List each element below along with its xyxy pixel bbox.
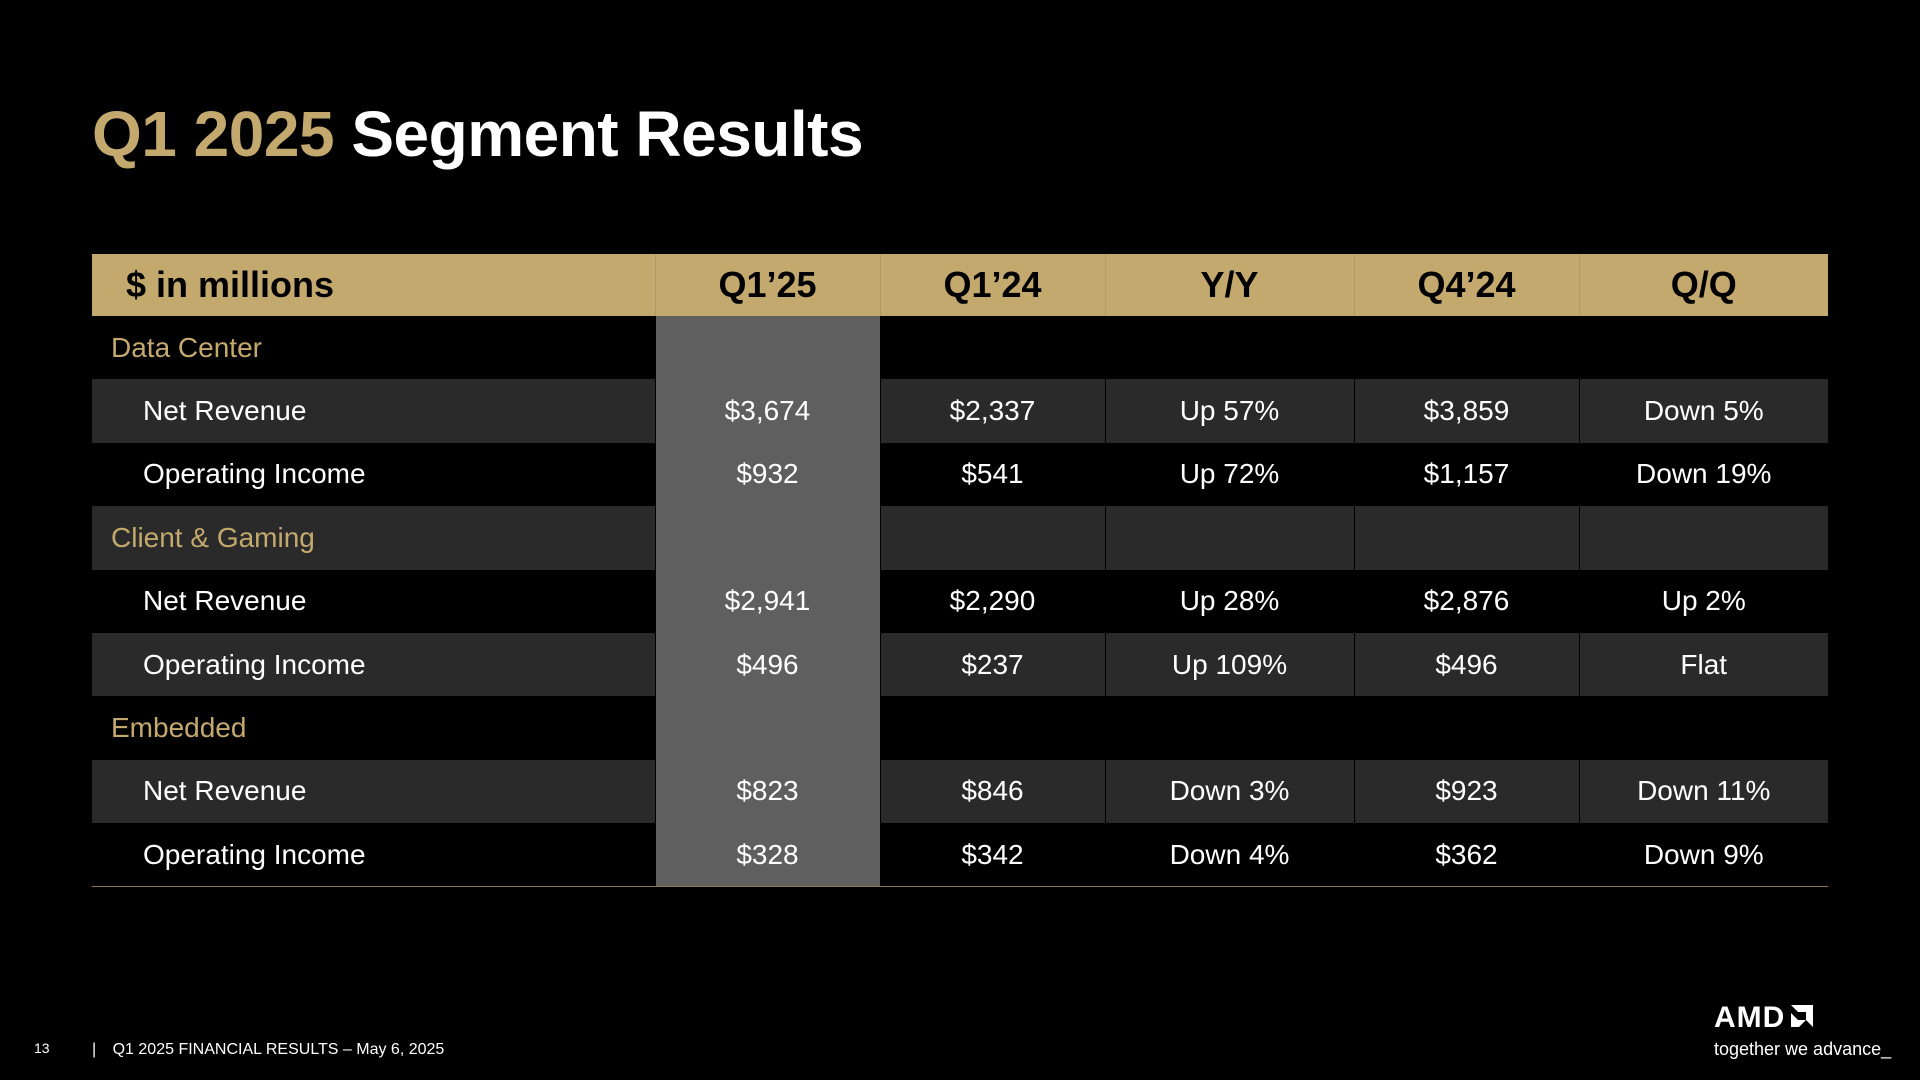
empty-cell — [1579, 696, 1828, 759]
empty-cell — [1105, 696, 1355, 760]
empty-cell — [880, 696, 1106, 760]
empty-cell — [1354, 316, 1580, 380]
cell-q1-25: $328 — [655, 823, 881, 888]
table-row: Operating Income $932 $541 Up 72% $1,157… — [92, 442, 1828, 507]
cell-yy: Up 109% — [1105, 632, 1355, 697]
column-header-yy: Y/Y — [1105, 254, 1355, 316]
cell-yy: Up 28% — [1105, 569, 1355, 633]
cell-yy: Down 4% — [1105, 823, 1355, 888]
footer-caption: | Q1 2025 FINANCIAL RESULTS – May 6, 202… — [92, 1041, 444, 1059]
cell-qq: Flat — [1680, 648, 1728, 680]
section-row-client-gaming: Client & Gaming — [92, 506, 1828, 570]
cell-q4-24: $1,157 — [1354, 442, 1580, 507]
empty-cell — [655, 696, 881, 760]
empty-cell — [1105, 506, 1355, 570]
cell-q1-25: $823 — [655, 759, 881, 824]
row-label: Operating Income — [92, 632, 656, 697]
cell-q1-24: $2,290 — [880, 569, 1106, 633]
section-label: Client & Gaming — [92, 506, 656, 570]
cell-q1-24: $846 — [880, 759, 1106, 824]
slide-number: 13 — [34, 1040, 50, 1056]
row-label: Net Revenue — [92, 759, 656, 824]
section-row-data-center: Data Center — [92, 316, 1828, 380]
empty-cell — [1105, 316, 1355, 380]
empty-cell — [655, 506, 881, 570]
brand-wordmark: AMD — [1714, 1001, 1786, 1034]
cell-q4-24: $496 — [1354, 632, 1580, 697]
cell-q1-25: $3,674 — [655, 379, 881, 443]
table-row: Net Revenue $823 $846 Down 3% $923 Down … — [92, 759, 1828, 824]
cell-q1-25: $932 — [655, 442, 881, 507]
empty-cell — [1354, 506, 1580, 570]
row-label: Net Revenue — [92, 379, 656, 443]
cell-q4-24: $362 — [1354, 823, 1580, 888]
cell-q1-25: $496 — [655, 632, 881, 697]
empty-cell — [880, 316, 1106, 380]
page-title: Q1 2025 Segment Results — [92, 96, 864, 172]
title-main: Segment Results — [351, 98, 864, 170]
cell-q1-24: $342 — [880, 823, 1106, 888]
cell-q1-24: $2,337 — [880, 379, 1106, 443]
cell-q4-24: $2,876 — [1354, 569, 1580, 633]
cell-qq: Up 2% — [1661, 585, 1746, 617]
cell-yy: Up 72% — [1105, 442, 1355, 507]
row-label: Operating Income — [92, 442, 656, 507]
column-header-qq: Q/Q — [1670, 264, 1737, 305]
footer-separator: | — [92, 1041, 97, 1058]
column-header-q1-24: Q1’24 — [880, 254, 1106, 316]
cell-q1-24: $237 — [880, 632, 1106, 697]
table-row: Net Revenue $3,674 $2,337 Up 57% $3,859 … — [92, 379, 1828, 443]
segment-results-table: $ in millions Q1’25 Q1’24 Y/Y Q4’24 Q/Q … — [92, 254, 1828, 888]
empty-cell — [655, 316, 881, 380]
brand-logo: AMD together we advance_ — [1714, 1000, 1904, 1060]
cell-qq: Down 19% — [1636, 458, 1772, 490]
cell-yy: Up 57% — [1105, 379, 1355, 443]
table-row: Net Revenue $2,941 $2,290 Up 28% $2,876 … — [92, 569, 1828, 633]
empty-cell — [1579, 316, 1828, 379]
table-row: Operating Income $328 $342 Down 4% $362 … — [92, 823, 1828, 888]
section-row-embedded: Embedded — [92, 696, 1828, 760]
cell-qq: Down 5% — [1643, 395, 1764, 427]
cell-yy: Down 3% — [1105, 759, 1355, 824]
title-accent: Q1 2025 — [92, 98, 335, 170]
empty-cell — [1354, 696, 1580, 760]
section-label: Embedded — [92, 696, 656, 760]
column-header-q1-25: Q1’25 — [655, 254, 881, 316]
cell-qq: Down 9% — [1579, 823, 1828, 888]
section-label: Data Center — [92, 316, 656, 380]
footer-label: Q1 2025 FINANCIAL RESULTS – May 6, 2025 — [112, 1041, 445, 1058]
cell-q1-25: $2,941 — [655, 569, 881, 633]
row-label: Operating Income — [92, 823, 656, 888]
column-header-q4-24: Q4’24 — [1354, 254, 1580, 316]
empty-cell — [1579, 506, 1828, 569]
cell-q4-24: $3,859 — [1354, 379, 1580, 443]
table-header-row: $ in millions Q1’25 Q1’24 Y/Y Q4’24 Q/Q — [92, 254, 1828, 316]
cell-q1-24: $541 — [880, 442, 1106, 507]
brand-tagline: together we advance_ — [1714, 1039, 1892, 1059]
empty-cell — [880, 506, 1106, 570]
row-label: Net Revenue — [92, 569, 656, 633]
column-header-units: $ in millions — [92, 254, 656, 316]
table-row: Operating Income $496 $237 Up 109% $496 … — [92, 632, 1828, 697]
cell-qq: Down 11% — [1637, 775, 1771, 807]
cell-q4-24: $923 — [1354, 759, 1580, 824]
amd-arrow-icon — [1789, 1003, 1815, 1034]
